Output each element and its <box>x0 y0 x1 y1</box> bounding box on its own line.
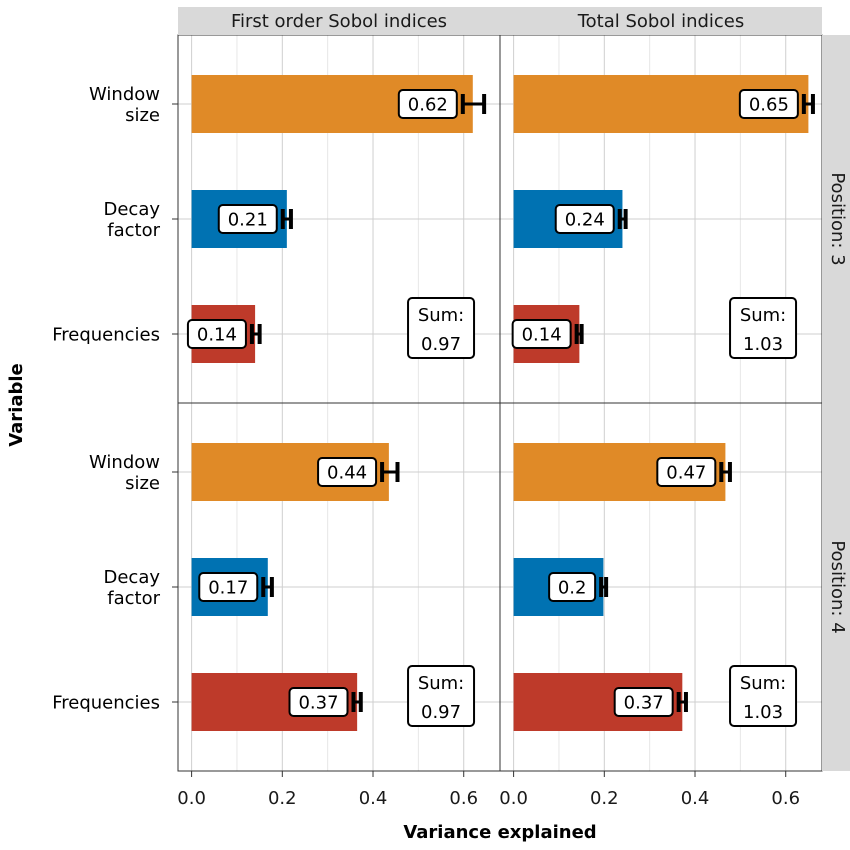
value-label: 0.17 <box>208 578 248 599</box>
value-label-box <box>397 89 458 119</box>
y-tick-label: Decay <box>103 199 160 220</box>
row-strip <box>822 403 850 771</box>
x-tick-label: 0.0 <box>499 788 528 809</box>
sum-label-title: Sum: <box>418 305 464 326</box>
sum-label-box <box>729 297 798 359</box>
value-label: 0.47 <box>666 463 706 484</box>
value-label: 0.21 <box>228 210 268 231</box>
y-tick-label: factor <box>107 220 160 241</box>
value-label-box <box>554 204 615 234</box>
value-label: 0.44 <box>327 463 367 484</box>
y-tick-label: Frequencies <box>52 325 160 346</box>
value-label-box <box>511 319 572 349</box>
column-strip <box>500 7 822 35</box>
x-tick-label: 0.6 <box>449 788 478 809</box>
y-axis-title: Variable <box>6 363 27 447</box>
x-tick-label: 0.0 <box>177 788 206 809</box>
value-label-box <box>613 687 674 717</box>
y-tick-label: size <box>125 105 160 126</box>
x-tick-label: 0.4 <box>681 788 710 809</box>
facet-panel: 0.44 0.17 0.37 Sum: 0.97 <box>177 402 501 772</box>
value-label-box <box>217 204 278 234</box>
facet-panel: 0.47 0.2 0.37 Sum: 1.03 <box>499 402 823 772</box>
value-label-box <box>738 89 799 119</box>
value-label: 0.14 <box>522 325 562 346</box>
sum-label-box <box>407 665 476 727</box>
y-tick-label: size <box>125 473 160 494</box>
x-tick-label: 0.2 <box>590 788 619 809</box>
sum-label-value: 1.03 <box>743 702 783 723</box>
value-label-box <box>317 457 378 487</box>
y-tick-label: Frequencies <box>52 693 160 714</box>
sum-label-box <box>729 665 798 727</box>
value-label: 0.65 <box>749 95 789 116</box>
sum-label-title: Sum: <box>740 673 786 694</box>
sum-label-box <box>407 297 476 359</box>
column-strip <box>178 7 500 35</box>
value-label: 0.62 <box>408 95 448 116</box>
value-label-box <box>288 687 349 717</box>
row-strip-label: Position: 4 <box>827 540 848 633</box>
sum-label-title: Sum: <box>740 305 786 326</box>
column-strip-label: Total Sobol indices <box>577 11 745 32</box>
facet-panel: 0.65 0.24 0.14 Sum: 1.03 <box>499 34 823 404</box>
sum-label-value: 1.03 <box>743 334 783 355</box>
value-label: 0.14 <box>197 325 237 346</box>
y-tick-label: factor <box>107 588 160 609</box>
column-strip-label: First order Sobol indices <box>231 11 447 32</box>
x-tick-label: 0.4 <box>359 788 388 809</box>
row-strip <box>822 35 850 403</box>
axes-layer: WindowsizeDecayfactorFrequenciesWindowsi… <box>52 84 800 809</box>
value-label: 0.37 <box>298 693 338 714</box>
sum-label-value: 0.97 <box>421 334 461 355</box>
facet-panel: 0.62 0.21 0.14 Sum: 0.97 <box>177 34 501 404</box>
value-label-box <box>198 572 259 602</box>
strips-layer: First order Sobol indices Total Sobol ind… <box>178 7 850 771</box>
value-label: 0.24 <box>565 210 605 231</box>
x-tick-label: 0.2 <box>268 788 297 809</box>
value-label: 0.2 <box>558 578 587 599</box>
sum-label-title: Sum: <box>418 673 464 694</box>
value-label-box <box>186 319 247 349</box>
panels-layer: 0.62 0.21 0.14 Sum: 0.97 0.65 0.24 0.14 Sum: 1.03… <box>177 34 823 772</box>
y-tick-label: Window <box>89 452 160 473</box>
y-tick-label: Window <box>89 84 160 105</box>
value-label: 0.37 <box>624 693 664 714</box>
x-tick-label: 0.6 <box>771 788 800 809</box>
row-strip-label: Position: 3 <box>827 172 848 265</box>
value-label-box <box>656 457 717 487</box>
y-tick-label: Decay <box>103 567 160 588</box>
x-axis-title: Variance explained <box>403 822 596 843</box>
value-label-box <box>548 572 597 602</box>
sum-label-value: 0.97 <box>421 702 461 723</box>
